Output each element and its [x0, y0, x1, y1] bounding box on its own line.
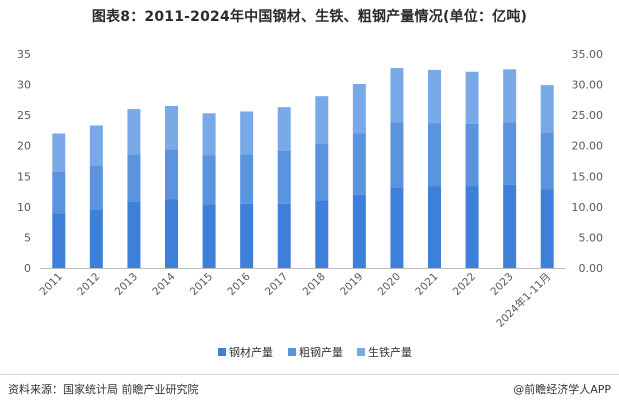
bar-steel [352, 194, 366, 268]
bar-steel [89, 209, 103, 268]
y-right-tick-label: 25.00 [572, 109, 604, 122]
y-left-tick-label: 20 [17, 140, 31, 153]
bar-steel [202, 204, 216, 268]
bar-pig-iron [540, 85, 554, 133]
source-note: 资料来源：国家统计局 前瞻产业研究院 [8, 383, 199, 396]
bar-pig-iron [127, 109, 141, 155]
x-tick-label: 2023 [488, 271, 515, 298]
x-tick-label: 2014 [150, 270, 178, 298]
x-tick-label: 2022 [451, 271, 478, 298]
bar-crude-steel [89, 165, 103, 210]
x-tick-label: 2017 [263, 271, 290, 298]
y-left-tick-label: 15 [17, 170, 31, 183]
y-left-tick-label: 10 [17, 201, 31, 214]
bar-crude-steel [165, 149, 178, 200]
brand-credit: @前瞻经济学人APP [513, 383, 611, 396]
bar-crude-steel [52, 172, 66, 214]
bar-pig-iron [52, 133, 66, 173]
bar-pig-iron [202, 113, 216, 156]
bar-crude-steel [277, 150, 291, 204]
y-left-tick-label: 0 [24, 262, 31, 275]
bar-pig-iron [277, 107, 291, 151]
bar-steel [390, 187, 404, 268]
y-right-tick-label: 30.00 [572, 79, 604, 92]
bar-pig-iron [89, 125, 103, 166]
bar-pig-iron [428, 69, 441, 124]
y-right-tick-label: 35.00 [572, 48, 604, 61]
legend: 钢材产量 粗钢产量 生铁产量 [218, 345, 412, 359]
bar-crude-steel [240, 154, 254, 204]
bar-steel [540, 189, 554, 268]
bar-steel [315, 200, 329, 268]
stacked-bar-chart: 0 5 10 15 20 25 30 35 0.00 5.00 10.00 15.00 20.00 25.… [17, 48, 604, 359]
y-left-tick-label: 5 [24, 231, 31, 244]
bar-crude-steel [503, 122, 517, 185]
footer-divider [0, 374, 619, 375]
bar-steel [165, 199, 178, 268]
y-right-tick-label: 0.00 [579, 262, 604, 275]
bar-crude-steel [465, 123, 479, 187]
bar-crude-steel [127, 154, 141, 202]
bar-pig-iron [352, 83, 366, 134]
legend-label: 钢材产量 [229, 345, 273, 359]
bar-crude-steel [202, 155, 216, 205]
y-right-tick-label: 5.00 [579, 231, 604, 244]
y-left-tick-label: 35 [17, 48, 31, 61]
bar-steel [503, 184, 517, 268]
bar-pig-iron [315, 96, 329, 144]
y-left-tick-label: 30 [17, 79, 31, 92]
legend-swatch-pig-iron [357, 348, 365, 356]
bar-steel [240, 203, 254, 268]
bar-crude-steel [390, 122, 404, 188]
x-tick-label: 2020 [376, 271, 403, 298]
x-tick-label: 2021 [413, 271, 440, 298]
bar-steel [127, 201, 141, 268]
bar-pig-iron [240, 111, 254, 155]
bar-pig-iron [503, 69, 517, 123]
bar-pig-iron [390, 68, 404, 123]
y-right-tick-label: 10.00 [572, 201, 604, 214]
legend-swatch-steel [218, 348, 226, 356]
bar-pig-iron [165, 105, 178, 150]
x-tick-label: 2015 [188, 271, 215, 298]
x-tick-label: 2016 [225, 270, 253, 298]
legend-label: 生铁产量 [368, 345, 412, 359]
x-tick-label: 2012 [75, 271, 102, 298]
y-left-tick-label: 25 [17, 109, 31, 122]
y-right-tick-label: 20.00 [572, 140, 604, 153]
bar-crude-steel [315, 143, 329, 201]
bar-crude-steel [540, 132, 554, 190]
bar-crude-steel [428, 123, 441, 187]
legend-swatch-crude-steel [288, 348, 296, 356]
bar-crude-steel [352, 133, 366, 195]
y-right-tick-label: 15.00 [572, 170, 604, 183]
bar-steel [52, 213, 66, 268]
bars [52, 68, 554, 268]
chart-title: 图表8：2011-2024年中国钢材、生铁、粗钢产量情况(单位：亿吨) [91, 9, 528, 25]
bar-steel [465, 186, 479, 268]
legend-label: 粗钢产量 [299, 345, 343, 359]
bar-pig-iron [465, 71, 479, 124]
x-tick-label: 2013 [113, 271, 140, 298]
x-tick-label: 2019 [338, 271, 365, 298]
x-tick-label: 2011 [38, 271, 65, 298]
bar-steel [277, 203, 291, 268]
x-tick-label: 2018 [301, 271, 328, 298]
bar-steel [428, 186, 441, 268]
